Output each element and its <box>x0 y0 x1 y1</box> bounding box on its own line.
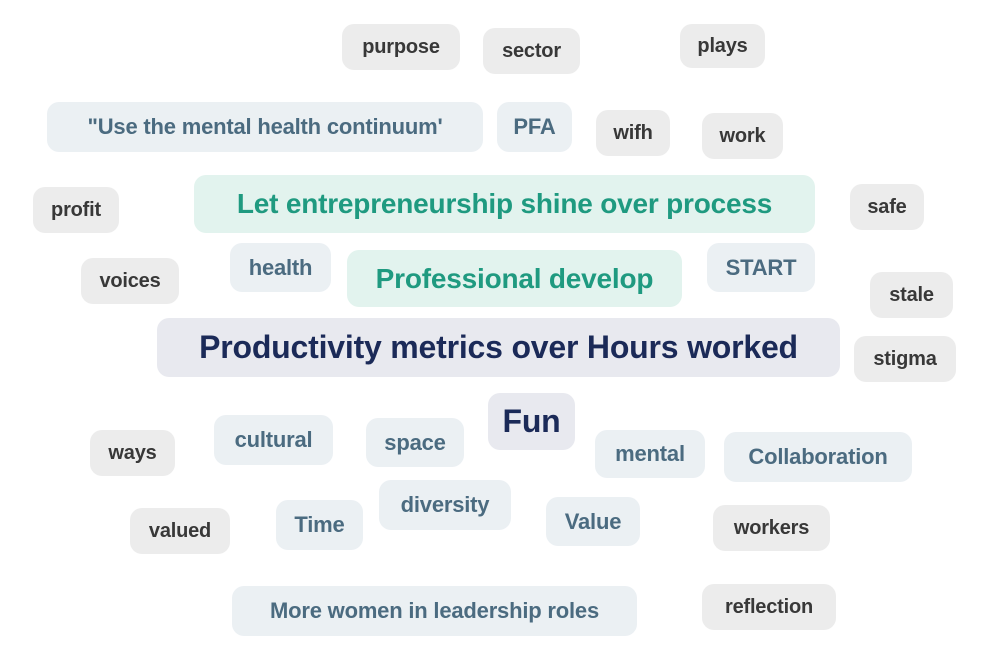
word-cloud-item: Value <box>546 497 640 546</box>
word-cloud-item: wifh <box>596 110 670 156</box>
word-cloud-item: valued <box>130 508 230 554</box>
word-cloud-item: stale <box>870 272 953 318</box>
word-text: space <box>384 429 446 455</box>
word-text: work <box>719 124 766 147</box>
word-cloud-item: "Use the mental health continuum' <box>47 102 483 152</box>
word-text: More women in leadership roles <box>270 598 599 623</box>
word-text: wifh <box>613 121 653 144</box>
word-text: "Use the mental health continuum' <box>87 114 443 139</box>
word-cloud-item: Professional develop <box>347 250 682 307</box>
word-text: valued <box>148 519 212 542</box>
word-cloud-item: work <box>702 113 783 159</box>
word-cloud-item: diversity <box>379 480 511 530</box>
word-text: reflection <box>724 595 814 618</box>
word-cloud-item: START <box>707 243 815 292</box>
word-text: stigma <box>873 347 937 370</box>
word-text: Value <box>564 508 622 534</box>
word-cloud-item: ways <box>90 430 175 476</box>
word-cloud-item: Collaboration <box>724 432 912 482</box>
word-cloud-item: profit <box>33 187 119 233</box>
word-cloud-item: sector <box>483 28 580 74</box>
word-text: safe <box>867 195 907 218</box>
word-cloud-item: health <box>230 243 331 292</box>
word-text: profit <box>51 198 101 221</box>
word-text: mental <box>615 441 685 466</box>
word-cloud-item: plays <box>680 24 765 68</box>
word-cloud-item: voices <box>81 258 179 304</box>
word-text: Time <box>294 512 345 537</box>
word-text: health <box>248 254 313 280</box>
word-text: sector <box>502 39 561 62</box>
word-text: diversity <box>400 492 490 517</box>
word-text: Professional develop <box>375 262 654 294</box>
word-cloud-item: PFA <box>497 102 572 152</box>
word-text: purpose <box>362 35 440 58</box>
word-cloud-item: Productivity metrics over Hours worked <box>157 318 840 377</box>
word-cloud-item: purpose <box>342 24 460 70</box>
word-text: PFA <box>513 114 556 139</box>
word-cloud-item: More women in leadership roles <box>232 586 637 636</box>
word-cloud-item: space <box>366 418 464 467</box>
word-cloud-item: cultural <box>214 415 333 465</box>
word-text: Collaboration <box>748 444 888 469</box>
word-cloud-item: Let entrepreneurship shine over process <box>194 175 815 233</box>
word-cloud-item: mental <box>595 430 705 478</box>
word-text: cultural <box>234 427 313 452</box>
word-text: stale <box>889 283 934 306</box>
word-text: plays <box>697 34 748 57</box>
word-text: Fun <box>502 403 561 439</box>
word-text: Let entrepreneurship shine over process <box>236 188 773 219</box>
word-text: ways <box>108 441 157 464</box>
word-cloud-item: Time <box>276 500 363 550</box>
word-cloud-item: reflection <box>702 584 836 630</box>
word-cloud-item: Fun <box>488 393 575 450</box>
word-cloud-item: stigma <box>854 336 956 382</box>
word-text: voices <box>99 269 161 292</box>
word-cloud-item: workers <box>713 505 830 551</box>
word-cloud-item: safe <box>850 184 924 230</box>
word-text: START <box>725 254 797 280</box>
word-text: workers <box>733 516 810 539</box>
word-text: Productivity metrics over Hours worked <box>199 329 798 365</box>
